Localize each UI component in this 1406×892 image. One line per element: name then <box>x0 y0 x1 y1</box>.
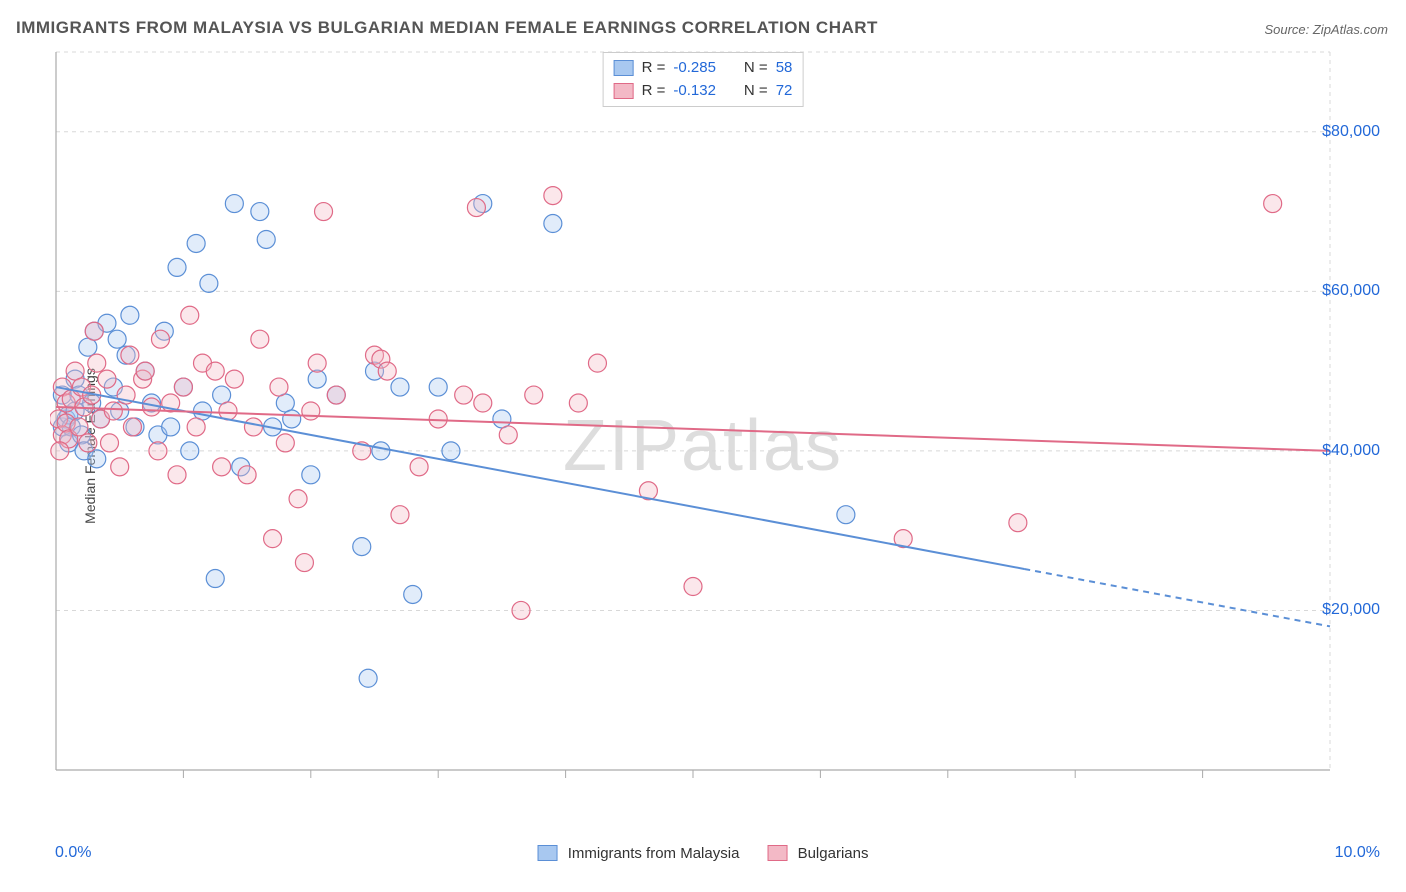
series-legend: Immigrants from Malaysia Bulgarians <box>538 845 869 862</box>
swatch-bulgarians-icon <box>767 845 787 861</box>
x-tick-max: 10.0% <box>1335 844 1380 862</box>
swatch-bulgarians <box>614 83 634 99</box>
r-value-malaysia: -0.285 <box>673 57 716 80</box>
n-label: N = <box>744 80 768 103</box>
correlation-legend: R = -0.285 N = 58 R = -0.132 N = 72 <box>603 52 804 107</box>
r-label: R = <box>642 80 666 103</box>
legend-label-bulgarians: Bulgarians <box>798 845 869 862</box>
scatter-plot-svg <box>50 50 1390 810</box>
legend-item-malaysia: Immigrants from Malaysia <box>538 845 740 862</box>
legend-row-bulgarians: R = -0.132 N = 72 <box>614 80 793 103</box>
source-label: Source: ZipAtlas.com <box>1264 22 1388 37</box>
swatch-malaysia-icon <box>538 845 558 861</box>
legend-label-malaysia: Immigrants from Malaysia <box>568 845 740 862</box>
n-value-malaysia: 58 <box>776 57 793 80</box>
r-value-bulgarians: -0.132 <box>673 80 716 103</box>
legend-item-bulgarians: Bulgarians <box>767 845 868 862</box>
n-value-bulgarians: 72 <box>776 80 793 103</box>
y-tick-label: $80,000 <box>1322 123 1380 141</box>
swatch-malaysia <box>614 60 634 76</box>
x-tick-min: 0.0% <box>55 844 91 862</box>
chart-title: IMMIGRANTS FROM MALAYSIA VS BULGARIAN ME… <box>16 18 878 38</box>
y-tick-label: $20,000 <box>1322 601 1380 619</box>
legend-row-malaysia: R = -0.285 N = 58 <box>614 57 793 80</box>
n-label: N = <box>744 57 768 80</box>
correlation-chart: IMMIGRANTS FROM MALAYSIA VS BULGARIAN ME… <box>0 0 1406 892</box>
y-tick-label: $40,000 <box>1322 442 1380 460</box>
y-tick-label: $60,000 <box>1322 282 1380 300</box>
r-label: R = <box>642 57 666 80</box>
